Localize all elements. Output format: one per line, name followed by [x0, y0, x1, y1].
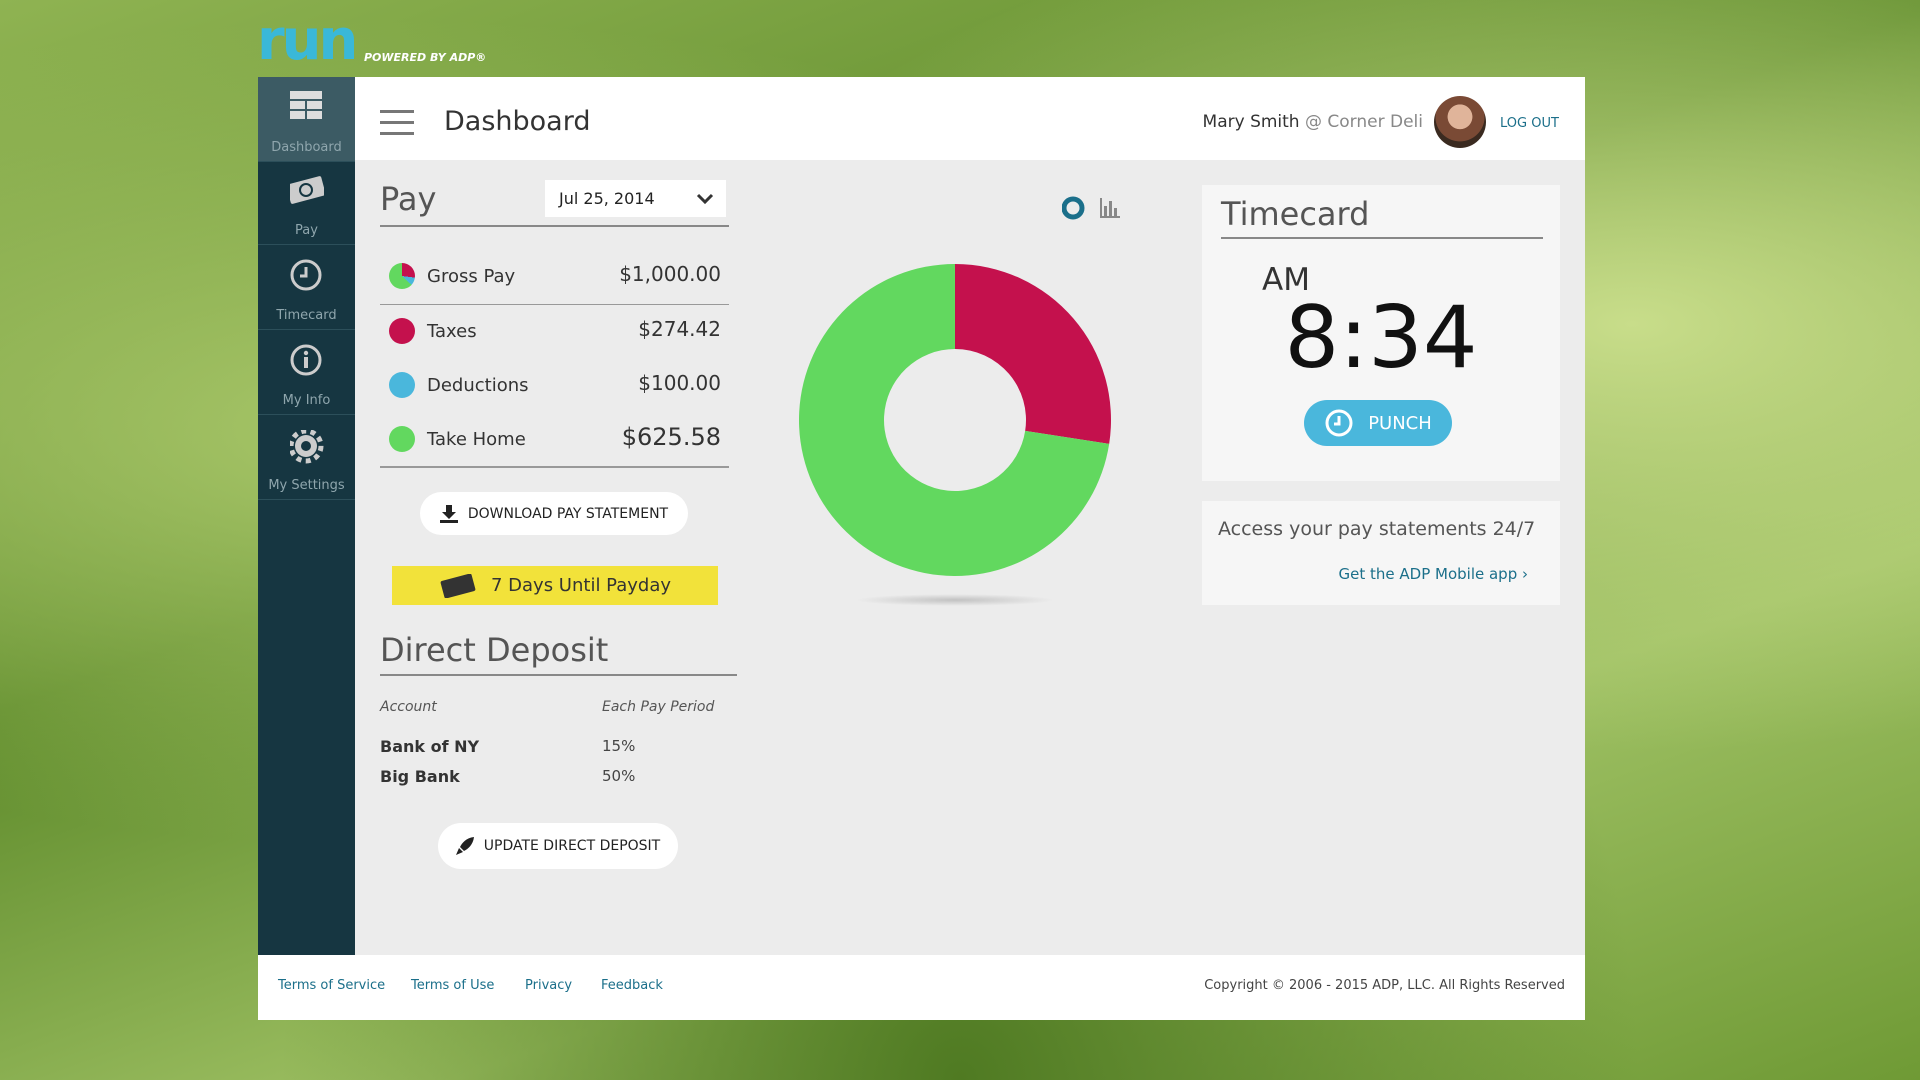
account: Big Bank [380, 767, 460, 786]
pay-amount: $274.42 [638, 317, 721, 341]
company: @ Corner Deli [1305, 112, 1423, 132]
divider [380, 466, 729, 468]
download-icon [439, 504, 458, 523]
mobile-text: Access your pay statements 24/7 [1218, 518, 1536, 540]
donut-segment [799, 264, 1110, 576]
legend-dot [389, 372, 415, 398]
donut-chart [799, 264, 1111, 576]
sidebar: Dashboard Pay Timecard My Info My Settings [258, 77, 355, 955]
payday-banner: 7 Days Until Payday [392, 566, 718, 605]
logo: run [257, 8, 358, 73]
donut-segment [955, 264, 1111, 444]
period: AM [1262, 262, 1310, 298]
pay-label: Taxes [427, 321, 477, 342]
pay-title: Pay [380, 180, 437, 218]
pay-amount: $625.58 [621, 423, 721, 451]
page-title: Dashboard [444, 106, 591, 137]
pay-row: Take Home $625.58 [380, 413, 729, 467]
nav-label: Timecard [276, 308, 337, 323]
nav-icon [290, 344, 322, 376]
date-select[interactable]: Jul 25, 2014 [545, 180, 726, 217]
footer-link[interactable]: Terms of Service [278, 978, 386, 993]
label: UPDATE DIRECT DEPOSIT [483, 838, 661, 854]
pay-row: Deductions $100.00 [380, 359, 729, 413]
nav-item[interactable]: My Info [258, 330, 355, 415]
nav-label: Dashboard [271, 140, 342, 155]
nav-icon [290, 176, 324, 204]
donut-toggle[interactable] [1062, 196, 1085, 220]
legend-dot [389, 318, 415, 344]
user-name: Mary Smith [1202, 112, 1300, 132]
shadow [855, 594, 1055, 606]
pay-label: Take Home [427, 429, 526, 450]
punch-button[interactable]: PUNCH [1304, 400, 1452, 446]
percent: 15% [602, 737, 636, 755]
user-info: Mary Smith @ Corner Deli [1203, 112, 1423, 132]
date: Jul 25, 2014 [559, 189, 655, 208]
nav-icon [290, 430, 324, 464]
copyright: Copyright © 2006 - 2015 ADP, LLC. All Ri… [1204, 978, 1565, 993]
chart-toggle [1062, 196, 1120, 220]
divider [380, 225, 729, 227]
mobile-card [1202, 501, 1560, 605]
clock: 8:34 [1284, 288, 1478, 388]
nav-icon [290, 259, 322, 291]
powered-by: POWERED BY ADP® [364, 51, 487, 64]
col-header: Account [380, 699, 437, 715]
pay-label: Gross Pay [427, 266, 516, 287]
divider [380, 304, 729, 305]
label: DOWNLOAD PAY STATEMENT [467, 505, 669, 522]
logout[interactable]: LOG OUT [1500, 116, 1559, 131]
pay-amount: $100.00 [638, 371, 721, 395]
legend-dot [389, 426, 415, 452]
download-button[interactable]: DOWNLOAD PAY STATEMENT [420, 492, 688, 535]
chevron [696, 193, 714, 205]
nav-item[interactable]: Dashboard [258, 77, 355, 162]
footer [258, 955, 1585, 1020]
legend-dot [389, 263, 415, 289]
footer-link[interactable]: Feedback [601, 978, 663, 993]
footer-link[interactable]: Privacy [525, 978, 573, 993]
label: PUNCH [1368, 412, 1432, 434]
money-icon [440, 573, 476, 598]
nav-label: My Info [282, 393, 331, 408]
divider [1221, 237, 1543, 239]
pay-row: Gross Pay $1,000.00 [380, 250, 729, 304]
col-header: Each Pay Period [602, 699, 715, 715]
pay-amount: $1,000.00 [619, 262, 721, 286]
account: Bank of NY [380, 737, 480, 756]
nav-item[interactable]: Timecard [258, 245, 355, 330]
divider [380, 674, 737, 676]
nav-label: My Settings [268, 478, 345, 493]
nav-icon [290, 91, 322, 119]
percent: 50% [602, 767, 636, 785]
deposit-title: Direct Deposit [380, 631, 609, 669]
rocket-icon [455, 837, 474, 855]
nav-label: Pay [295, 223, 318, 238]
nav-item[interactable]: My Settings [258, 416, 355, 500]
pay-row: Taxes $274.42 [380, 305, 729, 359]
avatar[interactable] [1434, 96, 1486, 148]
menu-icon[interactable] [380, 110, 414, 136]
footer-link[interactable]: Terms of Use [411, 978, 495, 993]
header [355, 77, 1585, 160]
update-deposit-button[interactable]: UPDATE DIRECT DEPOSIT [438, 823, 678, 869]
nav-item[interactable]: Pay [258, 160, 355, 245]
bar-toggle[interactable] [1100, 198, 1120, 218]
label: 7 Days Until Payday [490, 575, 672, 596]
timecard-title: Timecard [1221, 195, 1370, 233]
mobile-link[interactable]: Get the ADP Mobile app › [1338, 565, 1529, 583]
pay-label: Deductions [427, 375, 529, 396]
clock-icon [1325, 409, 1353, 437]
